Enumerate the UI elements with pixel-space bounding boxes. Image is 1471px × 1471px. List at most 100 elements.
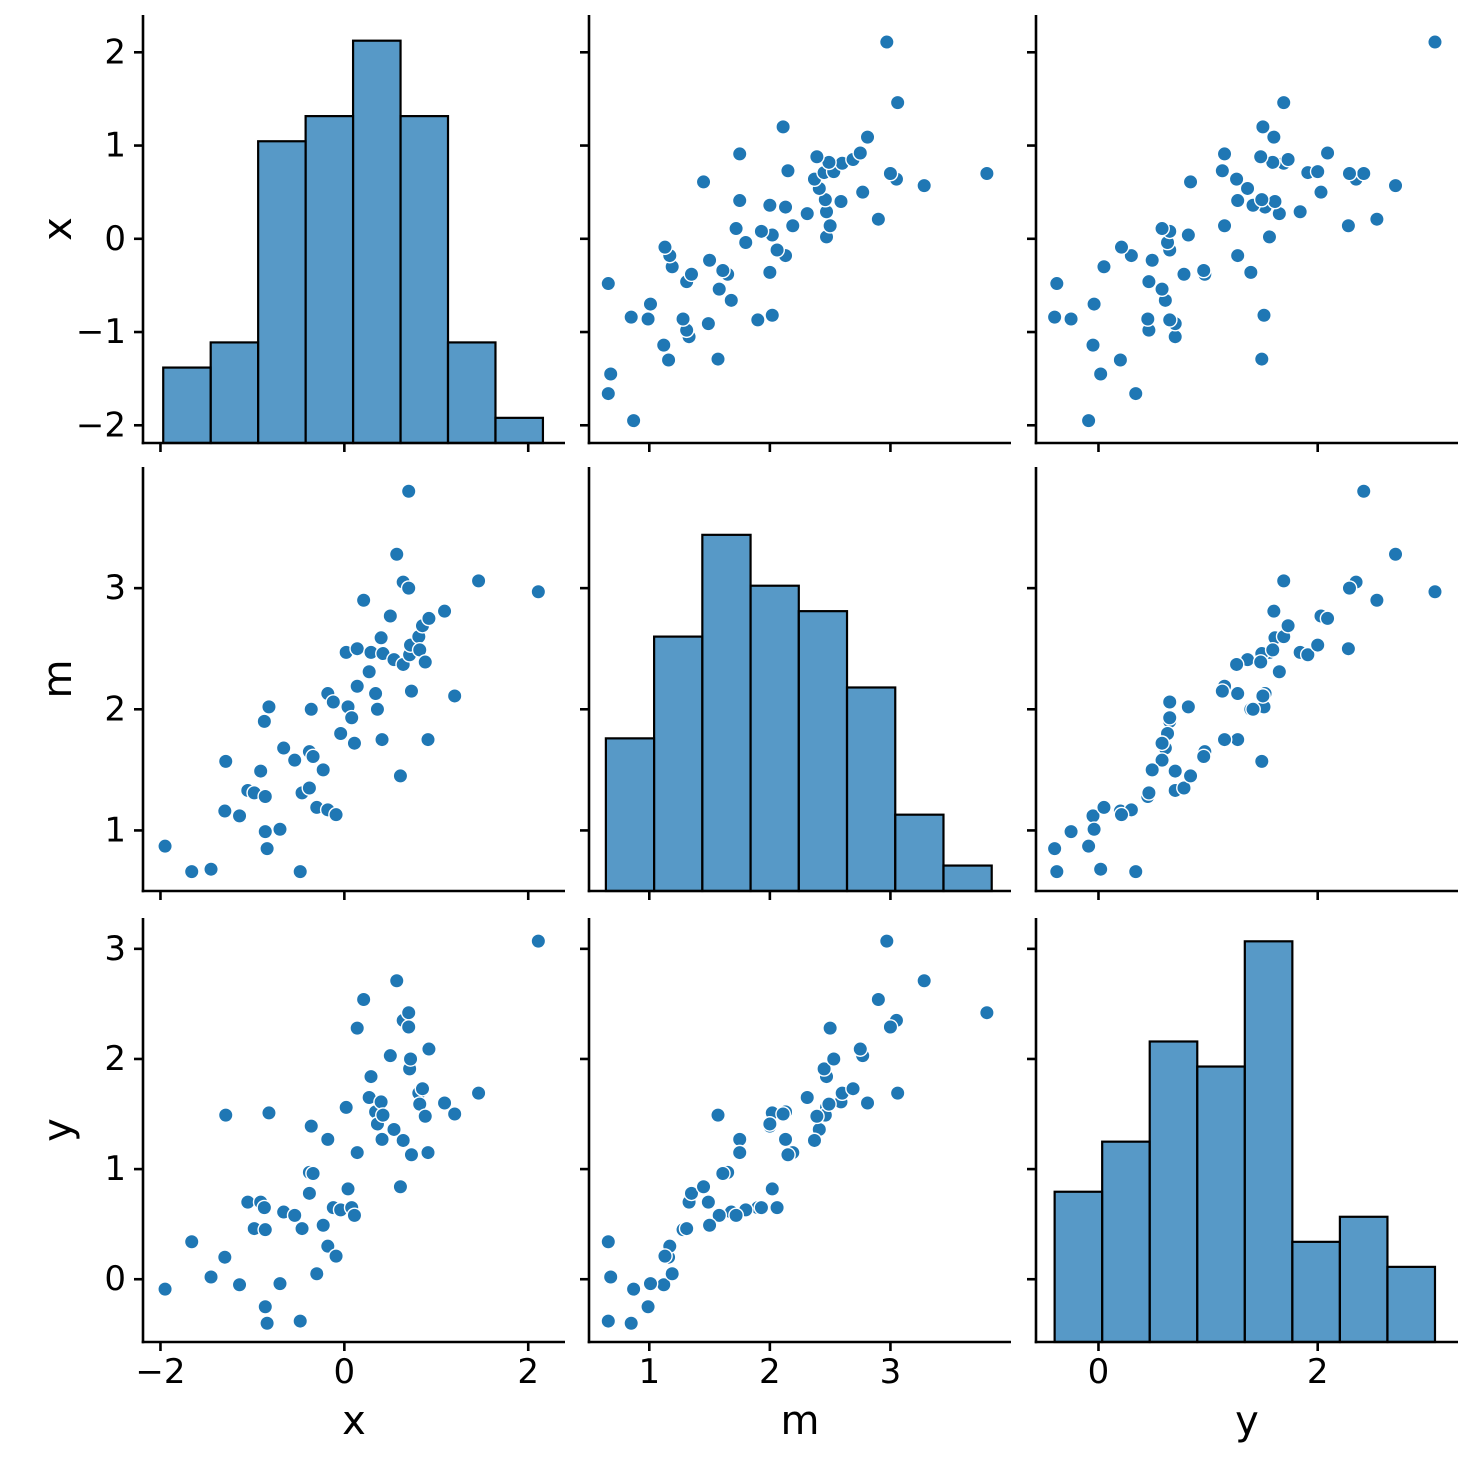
scatter-point xyxy=(1427,583,1443,600)
scatter-point xyxy=(731,1144,748,1161)
scatter-point xyxy=(292,1313,309,1329)
scatter-point xyxy=(375,1107,391,1124)
scatter-point xyxy=(1242,264,1259,281)
scatter-point xyxy=(1195,262,1212,279)
scatter-point xyxy=(845,1080,861,1097)
scatter-point xyxy=(1046,309,1063,326)
scatter-point xyxy=(1309,637,1326,653)
x-tick-label: 2 xyxy=(759,1352,781,1392)
scatter-point xyxy=(852,1041,869,1057)
scatter-point xyxy=(1368,211,1385,228)
scatter-point xyxy=(301,1185,318,1202)
scatter-point xyxy=(642,1275,659,1292)
scatter-point xyxy=(400,580,417,597)
scatter-point xyxy=(678,1220,695,1237)
scatter-point xyxy=(683,266,700,283)
scatter-point xyxy=(1265,129,1282,146)
scatter-point xyxy=(183,863,200,880)
scatter-point xyxy=(1229,192,1246,209)
scatter-point xyxy=(1048,275,1065,292)
scatter-point xyxy=(1261,229,1278,245)
hist-bar xyxy=(701,533,752,893)
scatter-point xyxy=(367,685,384,702)
scatter-point xyxy=(257,823,274,840)
scatter-point xyxy=(600,275,617,292)
scatter-point xyxy=(731,192,748,209)
scatter-point xyxy=(203,861,219,878)
scatter-point xyxy=(1387,177,1404,194)
scatter-point xyxy=(216,803,233,819)
scatter-point xyxy=(1144,761,1161,778)
scatter-point xyxy=(600,1233,617,1250)
scatter-point xyxy=(392,1178,409,1195)
scatter-point xyxy=(1252,654,1269,670)
scatter-point xyxy=(1214,683,1231,700)
scatter-point xyxy=(780,1146,796,1163)
scatter-point xyxy=(602,1269,619,1285)
scatter-point xyxy=(870,991,887,1008)
scatter-point xyxy=(1299,646,1316,663)
scatter-point xyxy=(737,234,754,251)
scatter-point xyxy=(764,1181,781,1197)
scatter-point xyxy=(600,1313,617,1329)
scatter-point xyxy=(346,735,363,752)
scatter-point xyxy=(700,315,717,332)
scatter-panel-y-vs-x: 3 2 1 0 −2 0 2 xyxy=(104,918,565,1392)
x-tick-label: 0 xyxy=(334,1352,356,1392)
scatter-point xyxy=(731,1131,748,1148)
scatter-point xyxy=(1195,748,1212,765)
scatter-point xyxy=(1182,174,1199,190)
scatter-point xyxy=(1387,546,1404,563)
hist-bar xyxy=(304,115,355,445)
scatter-point xyxy=(1254,688,1271,704)
scatter-point xyxy=(403,1146,420,1163)
hist-bar xyxy=(797,610,849,893)
scatter-point xyxy=(1280,151,1297,168)
scatter-point xyxy=(1096,258,1112,275)
hist-bar xyxy=(1101,1140,1151,1344)
scatter-point xyxy=(256,713,273,730)
scatter-point xyxy=(859,129,876,146)
scatter-point xyxy=(889,1085,906,1102)
scatter-point xyxy=(355,991,372,1008)
scatter-point xyxy=(1113,806,1130,823)
scatter-point xyxy=(701,1217,718,1234)
hist-bar xyxy=(351,39,402,445)
scatter-point xyxy=(769,242,785,258)
scatter-point xyxy=(470,572,487,589)
hist-bar xyxy=(845,686,897,893)
scatter-point xyxy=(388,972,405,989)
scatter-point xyxy=(882,1019,899,1035)
scatter-point xyxy=(256,1199,273,1216)
scatter-point xyxy=(272,821,288,838)
scatter-point xyxy=(1319,145,1336,161)
scatter-point xyxy=(446,688,463,704)
scatter-point xyxy=(252,763,269,779)
scatter-point xyxy=(414,1080,431,1097)
hist-bar xyxy=(1338,1215,1389,1344)
scatter-point xyxy=(916,177,933,194)
scatter-point xyxy=(769,1199,785,1216)
scatter-point xyxy=(1182,768,1199,784)
scatter-point xyxy=(1161,709,1178,726)
scatter-point xyxy=(1253,351,1270,367)
scatter-point xyxy=(753,223,770,240)
scatter-point xyxy=(1264,642,1281,658)
scatter-point xyxy=(761,264,778,281)
scatter-point xyxy=(664,1265,681,1282)
scatter-point xyxy=(640,311,656,327)
scatter-point xyxy=(625,1281,642,1298)
scatter-point xyxy=(710,351,726,367)
hist-panel-x: 2 1 0 −1 −2 xyxy=(76,15,565,452)
row-axis-label-x: x xyxy=(35,217,81,241)
scatter-point xyxy=(275,740,292,756)
scatter-point xyxy=(602,366,619,382)
scatter-point xyxy=(417,1108,434,1125)
scatter-point xyxy=(723,292,740,309)
scatter-point xyxy=(338,1099,355,1116)
scatter-point xyxy=(1228,656,1245,673)
scatter-point xyxy=(859,1095,876,1111)
scatter-point xyxy=(1127,385,1144,402)
scatter-point xyxy=(1280,617,1297,634)
scatter-point xyxy=(1239,180,1256,197)
